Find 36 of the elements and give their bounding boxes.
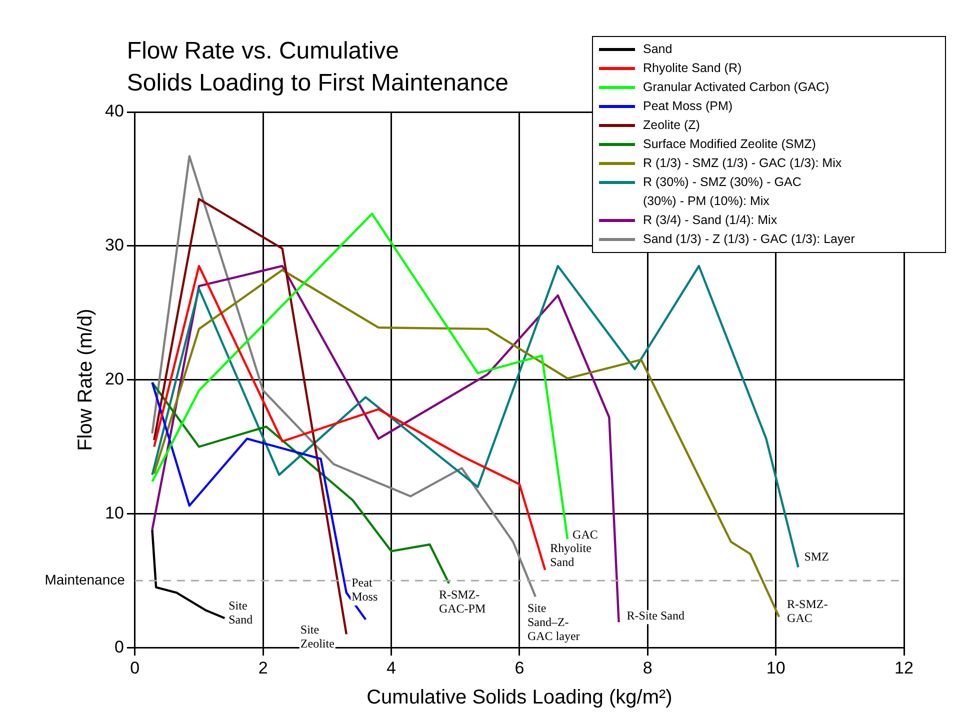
legend-label: R (3/4) - Sand (1/4): Mix: [643, 212, 778, 229]
x-tick-label: 4: [386, 658, 396, 678]
legend-label: Granular Activated Carbon (GAC): [643, 79, 830, 96]
x-tick-label: 0: [130, 658, 140, 678]
annotation: R-SMZ- GAC: [787, 596, 828, 625]
annotation: Peat Moss: [352, 576, 378, 604]
legend-label: Zeolite (Z): [643, 117, 700, 134]
ref-line-label: Maintenance: [44, 572, 126, 588]
annotation: R-SMZ- GAC-PM: [438, 587, 486, 616]
legend-label: Surface Modified Zeolite (SMZ): [643, 136, 816, 153]
legend-label: Sand: [643, 41, 672, 58]
annotation: R-Site Sand: [626, 608, 684, 622]
y-tick-label: 10: [104, 503, 124, 522]
legend-label: R (30%) - SMZ (30%) - GAC (30%) - PM (10%): Mix: [643, 174, 802, 210]
y-tick-label: 0: [114, 637, 124, 656]
x-axis-title: Cumulative Solids Loading (kg/m²): [366, 686, 672, 709]
x-tick-label: 10: [766, 658, 786, 678]
legend-label: R (1/3) - SMZ (1/3) - GAC (1/3): Mix: [643, 155, 842, 172]
x-tick-label: 8: [642, 658, 652, 678]
legend-label: Peat Moss (PM): [643, 98, 733, 115]
x-tick-label: 2: [258, 658, 268, 678]
annotation: GAC: [572, 527, 598, 542]
annotation: Site Sand–Z- GAC layer: [527, 600, 580, 643]
y-tick-label: 40: [104, 102, 124, 121]
annotation: SMZ: [804, 549, 829, 564]
x-tick-label: 12: [894, 658, 914, 678]
y-tick-label: 20: [104, 369, 124, 388]
y-tick-label: 30: [104, 236, 124, 255]
annotation: Rhyolite Sand: [550, 541, 592, 570]
chart-title: Flow Rate vs. Cumulative Solids Loading to First Maintenance: [126, 38, 508, 97]
x-tick-label: 6: [514, 658, 524, 678]
y-axis-title: Flow Rate (m/d): [74, 308, 97, 451]
annotation: Site Zeolite: [300, 622, 334, 650]
annotation: Site Sand: [228, 598, 253, 626]
legend-label: Rhyolite Sand (R): [643, 60, 742, 77]
legend-label: Sand (1/3) - Z (1/3) - GAC (1/3): Layer: [643, 231, 855, 248]
